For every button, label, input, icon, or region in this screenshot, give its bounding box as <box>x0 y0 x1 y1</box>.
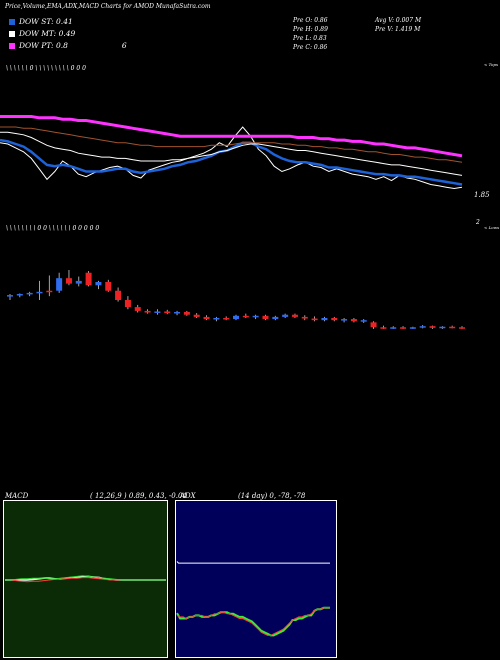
candle-body <box>272 316 279 320</box>
candle-body <box>419 326 426 328</box>
tops-label: < Tops <box>484 62 499 67</box>
candle-body <box>144 310 151 313</box>
stat-pre-c: Pre C: 0.86 <box>293 44 328 51</box>
candle-body <box>164 311 171 314</box>
candle-body <box>291 314 298 317</box>
legend-swatch-blue <box>9 18 15 25</box>
candle-body <box>46 290 53 293</box>
candle-body <box>105 282 112 291</box>
stat-pre-o: Pre O: 0.86 <box>293 17 328 24</box>
price-right-value: 1.85 <box>474 191 490 199</box>
adx-line-mdi <box>176 607 330 636</box>
legend-dow-pt-label: DOW PT: 0.8 <box>19 41 68 50</box>
candle-body <box>56 278 63 291</box>
candle-body <box>331 318 338 321</box>
stat-pre-l: Pre L: 0.83 <box>293 35 327 42</box>
stat-pre-v: Pre V: 1.419 M <box>375 26 421 33</box>
candle-body <box>439 326 446 329</box>
candle-body <box>85 272 92 286</box>
legend-swatch-magenta <box>9 42 15 49</box>
tops-marks: \ \ \ \ \ \ 0 \ \ \ \ \ \ \ \ \ 0 0 0 <box>6 65 86 72</box>
candle-body <box>242 315 249 318</box>
candle-body <box>459 327 465 329</box>
macd-line-hist <box>5 575 166 581</box>
legend-dow-st: DOW ST: 0.41 <box>9 17 73 26</box>
candle-body <box>36 291 43 294</box>
candle-body <box>233 315 239 320</box>
adx-panel <box>175 500 337 658</box>
chart-title: Price,Volume,EMA,ADX,MACD Charts for AMO… <box>5 3 211 10</box>
lows-label: < Lows <box>484 225 500 230</box>
candle-body <box>429 326 436 328</box>
lows-marks: \ \ \ \ \ \ \ \ 0 0 \ \ \ \ \ \ 0 0 0 0 … <box>6 225 100 232</box>
candle-body <box>341 319 348 321</box>
candle-body <box>174 312 181 314</box>
candle-body <box>350 319 357 322</box>
candle-body <box>449 326 456 329</box>
price-right-marker: 2 <box>476 219 480 226</box>
candle-body <box>321 318 328 321</box>
candle-body <box>26 292 33 295</box>
legend-dow-pt: DOW PT: 0.8 6 <box>9 41 127 50</box>
candle-body <box>370 322 377 328</box>
candle-body <box>252 315 259 318</box>
stat-avg-v: Avg V: 0.007 M <box>375 17 422 24</box>
legend-swatch-white <box>9 30 15 37</box>
candle-body <box>360 320 367 322</box>
candle-body <box>95 282 102 286</box>
series-line-ema-long <box>0 115 463 158</box>
legend-dow-st-label: DOW ST: 0.41 <box>19 17 73 26</box>
candle-body <box>134 307 141 311</box>
series-line-ema-mid <box>0 131 463 176</box>
adx-line-pdi <box>176 606 330 637</box>
candle-body <box>65 278 72 284</box>
candle-body <box>301 316 308 319</box>
candle-body <box>282 314 289 317</box>
candle-body <box>390 327 397 329</box>
candle-body <box>409 327 416 329</box>
macd-params: ( 12,26,9 ) 0.89, 0.43, -0.04 <box>90 492 187 500</box>
candle-body <box>75 280 82 284</box>
candle-body <box>262 315 269 320</box>
series-line-price <box>0 126 463 190</box>
candle-body <box>400 327 407 329</box>
adx-line-adx <box>176 561 330 564</box>
candle-body <box>193 314 200 317</box>
legend-dow-mt-label: DOW MT: 0.49 <box>19 29 76 38</box>
stat-pre-h: Pre H: 0.89 <box>293 26 328 33</box>
candle-body <box>16 294 23 296</box>
candle-body <box>115 290 122 300</box>
candle-body <box>203 316 210 320</box>
legend-dow-pt-extra: 6 <box>121 41 127 50</box>
candle-body <box>213 318 220 320</box>
adx-label: ADX <box>180 492 196 500</box>
macd-label: MACD <box>5 492 29 500</box>
candle-body <box>223 318 230 320</box>
candle-body <box>124 300 131 308</box>
candle-body <box>311 318 318 321</box>
candle-body <box>380 327 387 329</box>
candle-body <box>183 312 190 315</box>
series-line-ema-short <box>0 138 463 186</box>
legend-dow-mt: DOW MT: 0.49 <box>9 29 75 38</box>
candle-body <box>7 295 13 297</box>
candle-body <box>154 311 161 313</box>
series-line-ema-brown <box>0 126 463 163</box>
adx-params: (14 day) 0, -78, -78 <box>238 492 306 500</box>
